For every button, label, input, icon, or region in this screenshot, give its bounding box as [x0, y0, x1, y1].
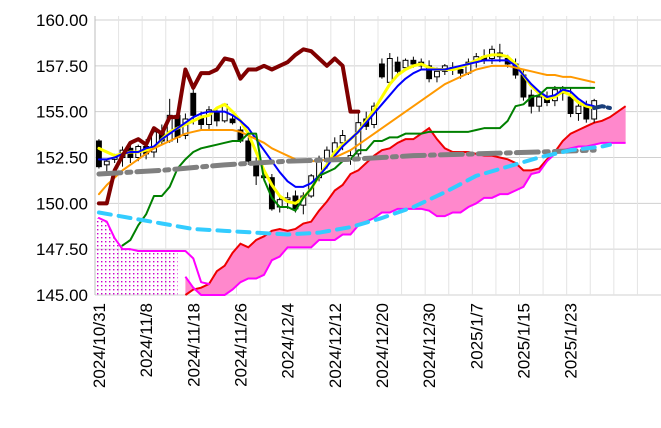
y-tick-label: 152.50 [36, 149, 88, 168]
candle-body [434, 70, 440, 78]
y-axis-labels: 160.00 157.50 155.00 152.50 150.00 147.50 145.… [36, 11, 88, 305]
cloud-fill [185, 106, 626, 296]
candle-body [190, 92, 197, 116]
indicator-line [97, 59, 596, 188]
x-tick-label: 2024/11/18 [184, 303, 203, 387]
indicator-line [96, 142, 612, 237]
candle-body [394, 61, 401, 72]
x-tick-label: 2024/12/30 [420, 303, 439, 388]
x-tick-label: 2024/11/26 [231, 303, 250, 387]
candle-body [245, 140, 252, 162]
candle-body [213, 111, 220, 122]
y-tick-label: 147.50 [36, 240, 88, 259]
candle-body [95, 140, 102, 168]
candle-body [536, 96, 543, 107]
x-tick-label: 2024/12/4 [279, 303, 298, 379]
candle-body [528, 94, 535, 107]
indicator-line [96, 147, 597, 177]
y-tick-label: 150.00 [36, 194, 88, 213]
dotted-region-fill [95, 218, 178, 295]
x-tick-label: 2025/1/7 [467, 303, 486, 369]
x-tick-label: 2024/12/12 [326, 303, 345, 388]
x-tick-label: 2025/1/23 [562, 303, 581, 379]
dotted-region [95, 218, 178, 295]
candle-body [103, 160, 110, 166]
y-tick-label: 145.00 [36, 286, 88, 305]
indicator-line [121, 86, 596, 247]
candle-body [355, 122, 362, 155]
candle-body [378, 63, 385, 78]
x-tick-label: 2025/1/15 [514, 303, 533, 379]
candle-body [457, 69, 464, 74]
x-tick-label: 2024/12/20 [373, 303, 392, 388]
y-tick-label: 155.00 [36, 103, 88, 122]
indicator-line [97, 217, 210, 285]
candle-body [426, 65, 433, 80]
candle-body [410, 59, 417, 65]
x-axis-labels: 2024/10/31 2024/11/8 2024/11/18 2024/11/26 2… [90, 303, 581, 388]
candle-body [386, 58, 393, 83]
indicator-line [592, 104, 612, 110]
x-tick-label: 2024/10/31 [90, 303, 109, 388]
plot-area [95, 43, 627, 296]
indicator-line [96, 47, 361, 206]
candle-body [575, 105, 582, 114]
indicator-line [97, 64, 596, 196]
y-tick-label: 160.00 [36, 11, 88, 30]
candle-body [339, 135, 346, 144]
candle-body [567, 96, 574, 114]
y-tick-label: 157.50 [36, 57, 88, 76]
candle-body [229, 118, 236, 124]
indicator-lines [96, 47, 612, 285]
x-tick-label: 2024/11/8 [137, 303, 156, 377]
candle-body [402, 59, 409, 69]
